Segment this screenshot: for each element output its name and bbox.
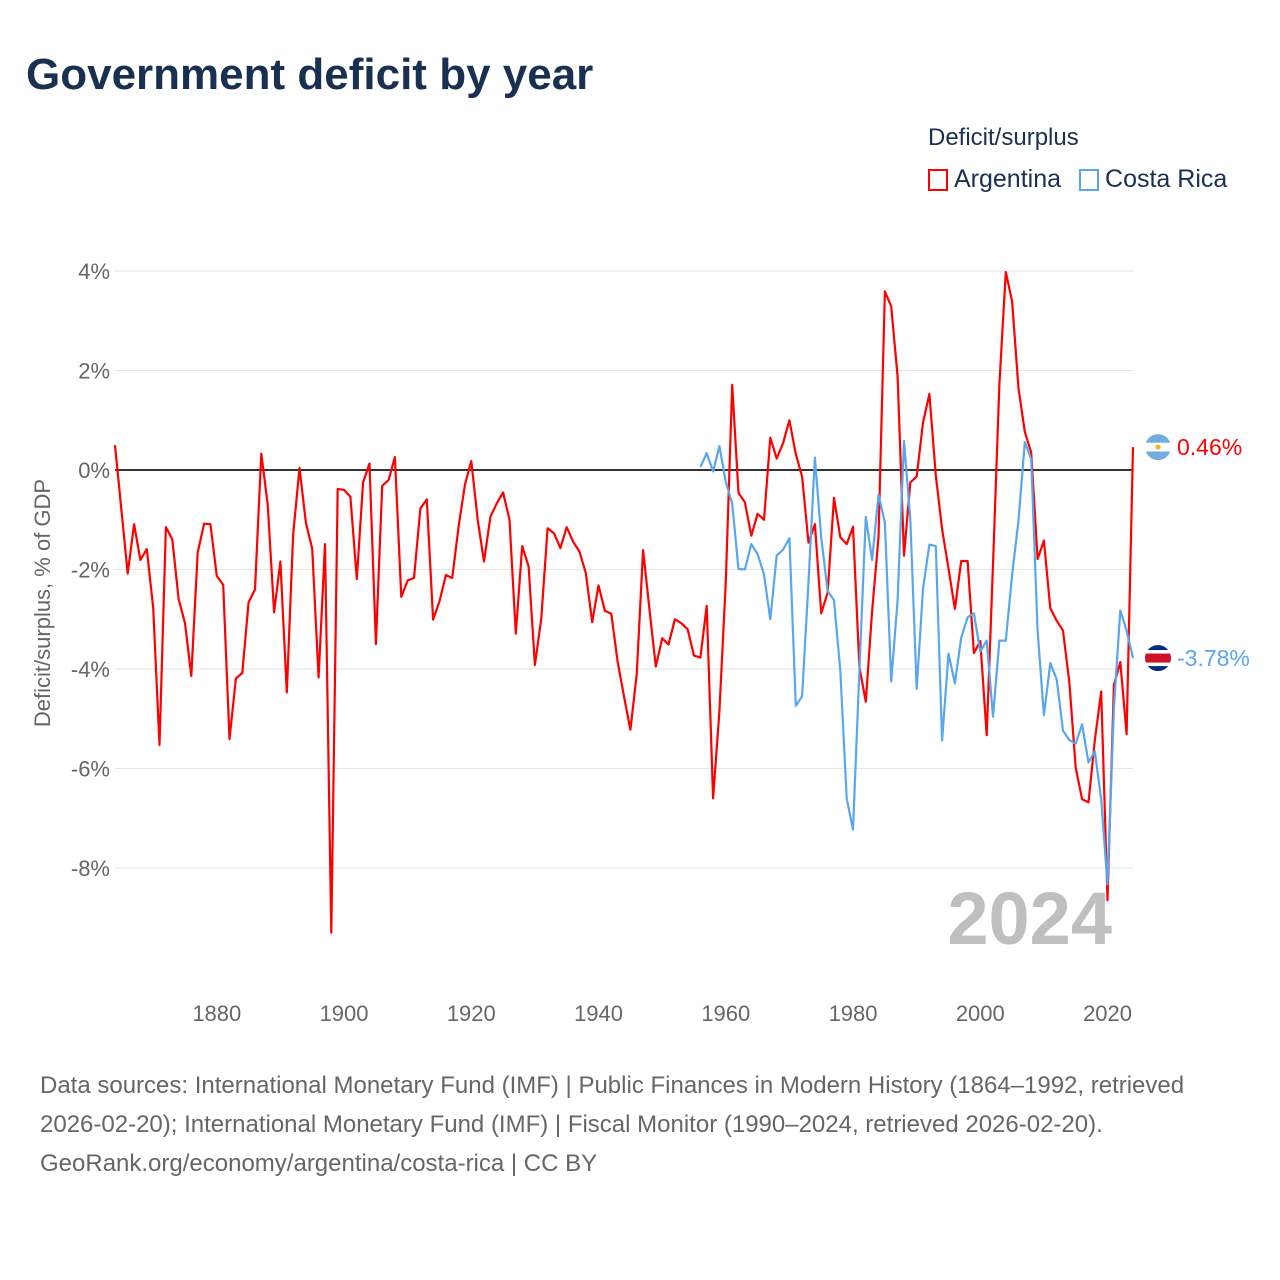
x-tick-label: 1900 xyxy=(320,1001,369,1026)
x-tick-label: 1960 xyxy=(701,1001,750,1026)
legend-label-costa-rica: Costa Rica xyxy=(1105,165,1228,193)
y-tick-label: -2% xyxy=(71,558,110,583)
legend-swatch-costa-rica xyxy=(1079,168,1100,191)
legend-item-argentina[interactable]: Argentina xyxy=(928,165,1061,194)
legend-item-costa-rica[interactable]: Costa Rica xyxy=(1079,165,1227,194)
flag-stripe xyxy=(1145,653,1171,663)
x-tick-label: 1920 xyxy=(447,1001,496,1026)
x-tick-label: 2000 xyxy=(956,1001,1005,1026)
y-tick-label: 2% xyxy=(78,359,110,384)
flag-stripe xyxy=(1145,434,1171,443)
flag-stripe xyxy=(1145,645,1171,651)
y-axis-label: Deficit/surplus, % of GDP xyxy=(30,479,55,727)
data-sources: Data sources: International Monetary Fun… xyxy=(40,1072,1185,1138)
series-line-costa-rica xyxy=(699,440,1135,886)
x-tick-label: 1880 xyxy=(192,1001,241,1026)
y-tick-label: -8% xyxy=(71,856,110,881)
y-tick-label: -4% xyxy=(71,657,110,682)
y-tick-label: -6% xyxy=(71,757,110,782)
legend-title: Deficit/surplus xyxy=(928,124,1079,151)
credit-link[interactable]: GeoRank.org/economy/argentina/costa-rica… xyxy=(40,1150,598,1177)
legend-label-argentina: Argentina xyxy=(954,165,1062,193)
chart-title: Government deficit by year xyxy=(26,50,594,99)
y-tick-label: 0% xyxy=(78,458,110,483)
flag-sun xyxy=(1155,444,1161,450)
y-tick-label: 4% xyxy=(78,259,110,284)
x-tick-label: 2020 xyxy=(1083,1001,1132,1026)
legend-swatch-argentina xyxy=(928,168,948,191)
x-tick-label: 1940 xyxy=(574,1001,623,1026)
legend: Argentina Costa Rica xyxy=(928,165,1227,194)
end-value-label-argentina: 0.46% xyxy=(1177,434,1242,460)
flag-stripe xyxy=(1145,451,1171,461)
end-value-label-costa-rica: -3.78% xyxy=(1177,645,1250,671)
year-watermark: 2024 xyxy=(947,877,1112,960)
series-line-argentina xyxy=(113,270,1135,934)
flag-stripe xyxy=(1145,666,1171,672)
x-tick-label: 1980 xyxy=(829,1001,878,1026)
footer: Data sources: International Monetary Fun… xyxy=(40,1066,1240,1183)
